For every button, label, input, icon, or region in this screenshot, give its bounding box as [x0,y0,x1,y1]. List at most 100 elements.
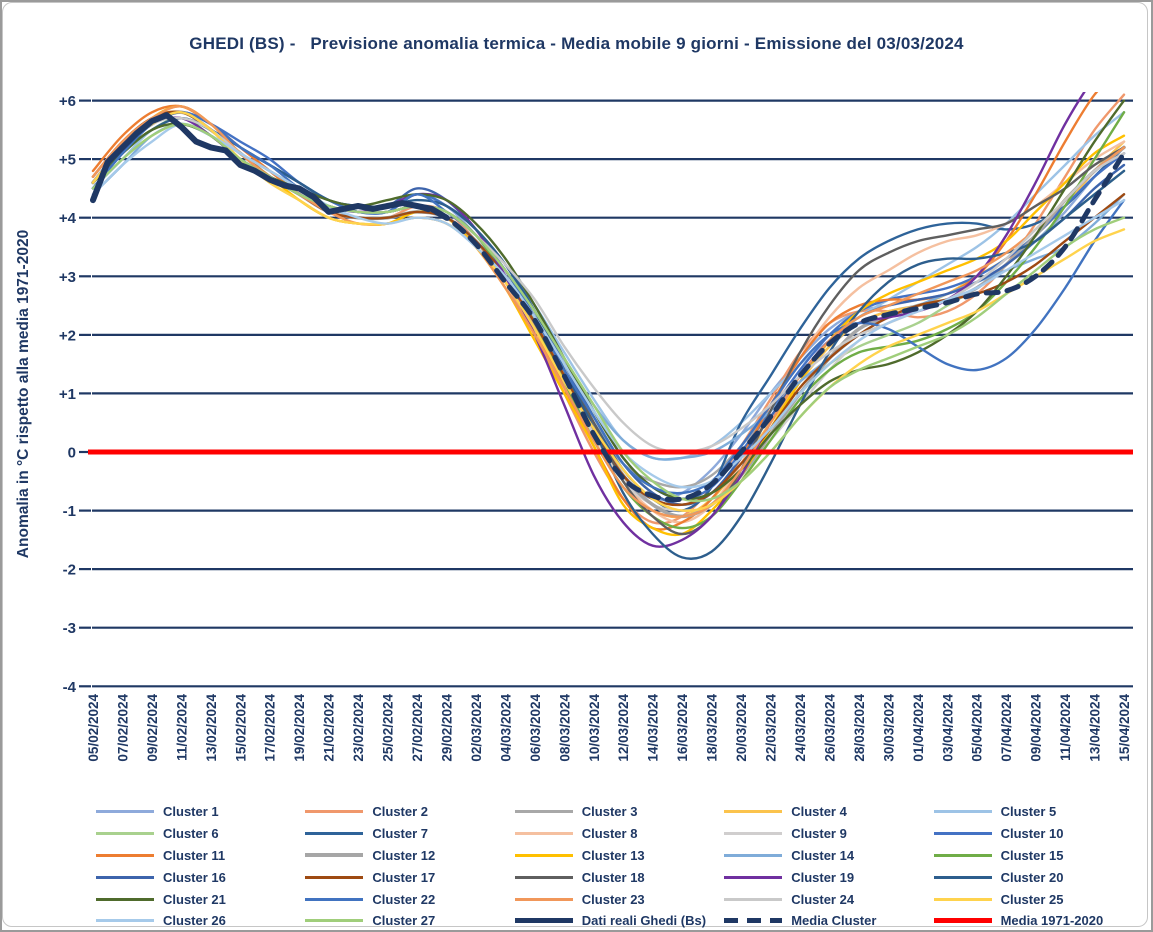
legend-item-cluster-17: Cluster 17 [297,870,506,885]
legend-swatch-cluster-8 [514,832,573,836]
x-tick-label: 11/02/2024 [174,694,189,761]
x-tick-label: 01/04/2024 [911,694,926,762]
series-line-cluster-20 [91,117,1126,560]
x-tick-label: 15/04/2024 [1117,694,1132,762]
legend-swatch-cluster-5 [933,810,992,814]
x-tick-label: 16/03/2024 [675,694,690,762]
legend-swatch-cluster-25 [933,897,992,901]
legend-label-cluster-18: Cluster 18 [581,869,645,885]
x-tick-label: 02/03/2024 [469,694,484,762]
legend-label-cluster-23: Cluster 23 [581,891,645,907]
legend-item-cluster-3: Cluster 3 [507,804,716,819]
legend-swatch-cluster-16 [96,875,154,879]
legend-swatch-cluster-2 [305,810,364,814]
x-tick-label: 24/03/2024 [793,694,808,762]
legend-swatch-cluster-20 [933,875,992,879]
legend-swatch-media-1971-2020 [933,918,992,924]
legend-label-cluster-6: Cluster 6 [163,826,219,842]
legend-swatch-cluster-26 [96,919,154,923]
x-tick-label: 08/03/2024 [557,694,572,762]
legend-swatch-cluster-23 [514,897,573,901]
legend-item-cluster-21: Cluster 21 [88,892,297,907]
x-tick-label: 26/03/2024 [822,694,837,762]
legend-label-cluster-11: Cluster 11 [163,847,226,863]
chart-legend: Cluster 1 Cluster 2 Cluster 3 Cluster 4 Clus… [88,801,1135,930]
y-tick-label: -4 [63,679,77,696]
legend-item-cluster-7: Cluster 7 [297,826,506,841]
x-tick-label: 09/02/2024 [145,694,160,762]
legend-item-cluster-2: Cluster 2 [297,804,506,819]
y-tick-label: +3 [59,269,76,286]
legend-swatch-cluster-13 [514,853,573,857]
legend-item-cluster-13: Cluster 13 [507,848,716,863]
legend-item-dati-reali: Dati reali Ghedi (Bs) [507,913,716,928]
legend-label-cluster-15: Cluster 15 [1000,847,1064,863]
legend-swatch-cluster-6 [96,832,154,836]
series-line-dati-reali [90,112,450,221]
legend-swatch-cluster-15 [933,853,992,857]
x-tick-label: 10/03/2024 [587,694,602,762]
gridlines [79,99,1133,688]
legend-item-cluster-27: Cluster 27 [297,913,506,928]
legend-swatch-cluster-11 [96,853,154,857]
legend-item-cluster-14: Cluster 14 [716,848,925,863]
legend-item-cluster-22: Cluster 22 [297,892,506,907]
legend-item-media-1971-2020: Media 1971-2020 [926,913,1135,928]
legend-swatch-cluster-10 [933,832,992,836]
y-tick-label: +2 [59,327,76,344]
legend-label-dati-reali: Dati reali Ghedi (Bs) [581,913,707,929]
y-tick-label: +6 [59,93,76,110]
legend-label-cluster-20: Cluster 20 [1000,869,1064,885]
legend-item-cluster-10: Cluster 10 [926,826,1135,841]
legend-label-cluster-13: Cluster 13 [581,847,645,863]
x-tick-label: 13/04/2024 [1088,694,1103,762]
y-tick-label: +5 [59,152,76,169]
legend-label-cluster-16: Cluster 16 [163,869,226,885]
legend-label-cluster-26: Cluster 26 [163,913,226,929]
x-tick-label: 23/02/2024 [351,694,366,762]
legend-label-cluster-19: Cluster 19 [791,869,855,885]
y-tick-label: +4 [59,210,77,227]
x-tick-label: 03/04/2024 [940,694,955,762]
legend-item-cluster-16: Cluster 16 [88,870,297,885]
legend-swatch-cluster-9 [724,832,783,836]
legend-label-cluster-14: Cluster 14 [791,847,855,863]
x-tick-label: 06/03/2024 [528,694,543,762]
legend-item-cluster-6: Cluster 6 [88,826,297,841]
legend-item-cluster-9: Cluster 9 [716,826,925,841]
legend-swatch-dati-reali [514,918,573,924]
x-tick-label: 21/02/2024 [322,694,337,762]
legend-item-cluster-26: Cluster 26 [88,913,297,928]
legend-label-cluster-3: Cluster 3 [581,804,638,820]
legend-label-cluster-7: Cluster 7 [372,826,429,842]
x-tick-label: 09/04/2024 [1029,694,1044,762]
x-tick-label: 11/04/2024 [1058,694,1073,761]
legend-label-media-cluster: Media Cluster [791,913,877,929]
x-tick-label: 05/04/2024 [970,694,985,762]
x-tick-label: 28/03/2024 [852,694,867,762]
y-tick-label: -2 [63,562,76,579]
legend-label-cluster-9: Cluster 9 [791,826,847,842]
x-tick-label: 15/02/2024 [233,694,248,762]
y-tick-label: -1 [63,503,76,520]
x-tick-label: 25/02/2024 [381,694,396,762]
x-tick-label: 22/03/2024 [764,694,779,762]
x-tick-label: 07/02/2024 [116,694,131,762]
series-line-media-cluster [414,150,1127,503]
x-tick-label: 05/02/2024 [86,694,101,762]
legend-label-cluster-22: Cluster 22 [372,891,436,907]
y-tick-label: +1 [59,386,76,403]
legend-label-cluster-17: Cluster 17 [372,869,436,885]
legend-label-cluster-2: Cluster 2 [372,804,429,820]
legend-label-cluster-5: Cluster 5 [1000,804,1057,820]
x-tick-label: 19/02/2024 [292,694,307,762]
legend-item-cluster-8: Cluster 8 [507,826,716,841]
legend-item-media-cluster: Media Cluster [716,913,925,928]
legend-swatch-cluster-7 [305,832,364,836]
legend-swatch-cluster-14 [724,853,783,857]
legend-swatch-cluster-1 [96,810,154,814]
legend-item-cluster-19: Cluster 19 [716,870,925,885]
legend-swatch-cluster-3 [514,810,573,814]
legend-swatch-cluster-19 [724,875,783,879]
y-tick-label: -3 [63,620,76,637]
